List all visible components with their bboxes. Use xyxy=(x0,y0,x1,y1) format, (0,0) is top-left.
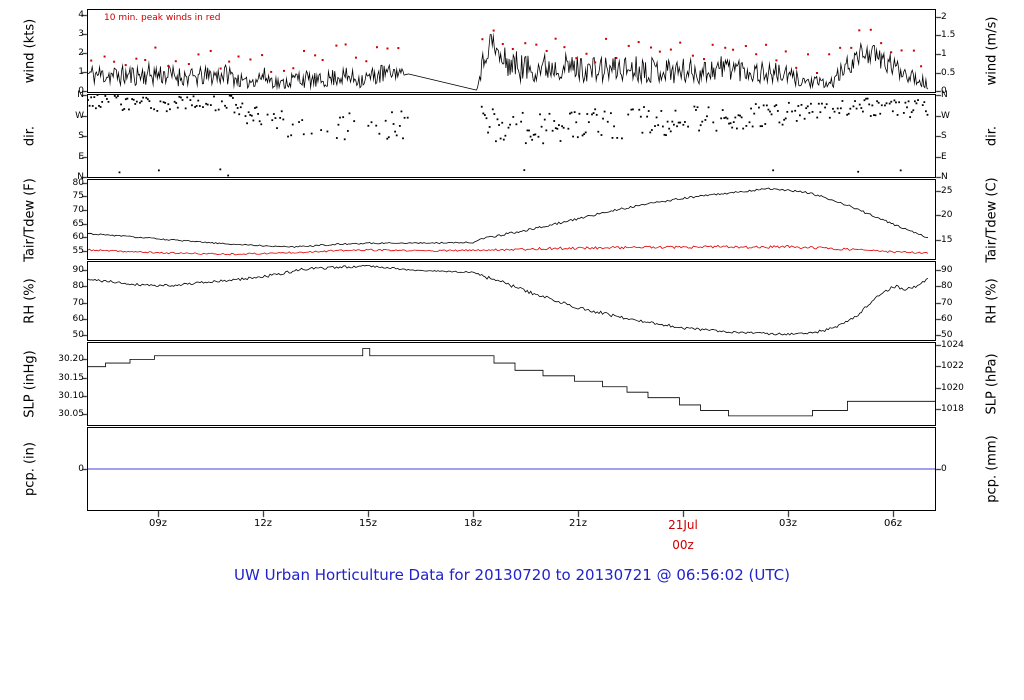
panel-dir xyxy=(87,94,936,178)
panel-rh-plot xyxy=(88,262,935,340)
axis-title-right-pcp: pcp. (mm) xyxy=(984,435,1000,503)
panel-rh xyxy=(87,261,936,341)
y-tick-label-right-temp: 15 xyxy=(941,234,953,245)
y-tick-label-left-dir: S xyxy=(78,131,84,141)
axis-title-right-temp: Tair/Tdew (C) xyxy=(984,176,1000,263)
y-tick-label-right-temp: 20 xyxy=(941,210,953,221)
panel-wind-plot xyxy=(88,10,935,92)
y-tick-label-left-wind: 1 xyxy=(78,66,84,77)
y-tick-label-left-slp: 30.15 xyxy=(58,372,84,383)
y-tick-label-right-slp: 1020 xyxy=(941,382,964,393)
x-tick-label-09z: 09z xyxy=(149,518,167,529)
y-tick-label-left-rh: 90 xyxy=(72,265,84,276)
axis-title-right-dir: dir. xyxy=(984,125,1000,147)
y-tick-label-right-dir: S xyxy=(941,131,947,141)
y-tick-label-right-dir: W xyxy=(941,110,950,121)
y-tick-label-right-pcp: 0 xyxy=(941,464,947,474)
x-tick-label-21Jul: 21Jul xyxy=(668,518,698,532)
x-tick-label-15z: 15z xyxy=(359,518,377,529)
y-tick-label-right-wind: 1 xyxy=(941,49,947,60)
y-tick-label-right-wind: 0 xyxy=(941,86,947,97)
figure-title: UW Urban Horticulture Data for 20130720 … xyxy=(234,566,790,584)
panel-dir-plot xyxy=(88,95,935,177)
y-tick-label-left-slp: 30.20 xyxy=(58,354,84,365)
panel-temp-plot xyxy=(88,180,935,259)
y-tick-label-left-dir: E xyxy=(78,151,84,162)
axis-title-right-slp: SLP (hPa) xyxy=(984,353,1000,415)
y-tick-label-right-temp: 25 xyxy=(941,185,953,196)
y-tick-label-left-slp: 30.05 xyxy=(58,409,84,420)
y-tick-label-left-temp: 60 xyxy=(72,232,84,243)
panel-slp-plot xyxy=(88,343,935,425)
y-tick-label-right-wind: 1.5 xyxy=(941,30,956,41)
y-tick-label-left-temp: 70 xyxy=(72,204,84,215)
y-tick-label-left-slp: 30.10 xyxy=(58,390,84,401)
y-tick-label-right-dir: N xyxy=(941,172,948,182)
x-tick-label-12z: 12z xyxy=(254,518,272,529)
y-tick-label-right-rh: 50 xyxy=(941,330,953,341)
axis-title-right-wind: wind (m/s) xyxy=(984,16,1000,86)
axis-title-left-pcp: pcp. (in) xyxy=(22,442,38,496)
axis-title-left-dir: dir. xyxy=(22,125,38,147)
y-tick-label-right-dir: E xyxy=(941,151,947,162)
y-tick-label-left-wind: 0 xyxy=(78,86,84,97)
y-tick-label-right-slp: 1022 xyxy=(941,361,964,372)
peak-winds-note: 10 min. peak winds in red xyxy=(104,13,221,23)
panel-pcp-plot xyxy=(88,428,935,510)
y-tick-label-left-dir: N xyxy=(77,172,84,182)
y-tick-label-left-dir: N xyxy=(77,90,84,100)
y-tick-label-left-wind: 4 xyxy=(78,9,84,20)
axis-title-right-rh: RH (%) xyxy=(984,278,1000,324)
y-tick-label-right-wind: 0.5 xyxy=(941,67,956,78)
y-tick-label-left-temp: 80 xyxy=(72,177,84,188)
y-tick-label-left-temp: 65 xyxy=(72,218,84,229)
panel-wind xyxy=(87,9,936,93)
y-tick-label-left-temp: 55 xyxy=(72,245,84,256)
y-tick-label-right-rh: 80 xyxy=(941,281,953,292)
y-tick-label-left-pcp: 0 xyxy=(78,464,84,474)
y-tick-label-right-rh: 90 xyxy=(941,265,953,276)
axis-title-left-slp: SLP (inHg) xyxy=(22,350,38,418)
axis-title-left-temp: Tair/Tdew (F) xyxy=(22,177,38,262)
y-tick-label-left-dir: W xyxy=(75,110,84,121)
panel-slp xyxy=(87,342,936,426)
y-tick-label-left-wind: 3 xyxy=(78,28,84,39)
y-tick-label-right-dir: N xyxy=(941,90,948,100)
x-tick-label-06z: 06z xyxy=(884,518,902,529)
y-tick-label-right-slp: 1018 xyxy=(941,404,964,415)
x-tick-sublabel-00z: 00z xyxy=(672,538,694,552)
y-tick-label-right-wind: 2 xyxy=(941,11,947,22)
y-tick-label-right-rh: 60 xyxy=(941,313,953,324)
x-tick-label-21z: 21z xyxy=(569,518,587,529)
axis-title-left-wind: wind (kts) xyxy=(22,18,38,84)
panel-temp xyxy=(87,179,936,260)
y-tick-label-left-temp: 75 xyxy=(72,191,84,202)
y-tick-label-right-rh: 70 xyxy=(941,297,953,308)
y-tick-label-left-rh: 50 xyxy=(72,330,84,341)
y-tick-label-left-rh: 70 xyxy=(72,297,84,308)
y-tick-label-left-wind: 2 xyxy=(78,47,84,58)
y-tick-label-right-slp: 1024 xyxy=(941,339,964,350)
y-tick-label-left-rh: 80 xyxy=(72,281,84,292)
x-tick-label-18z: 18z xyxy=(464,518,482,529)
x-tick-label-03z: 03z xyxy=(779,518,797,529)
axis-title-left-rh: RH (%) xyxy=(22,278,38,324)
panel-pcp xyxy=(87,427,936,511)
y-tick-label-left-rh: 60 xyxy=(72,313,84,324)
